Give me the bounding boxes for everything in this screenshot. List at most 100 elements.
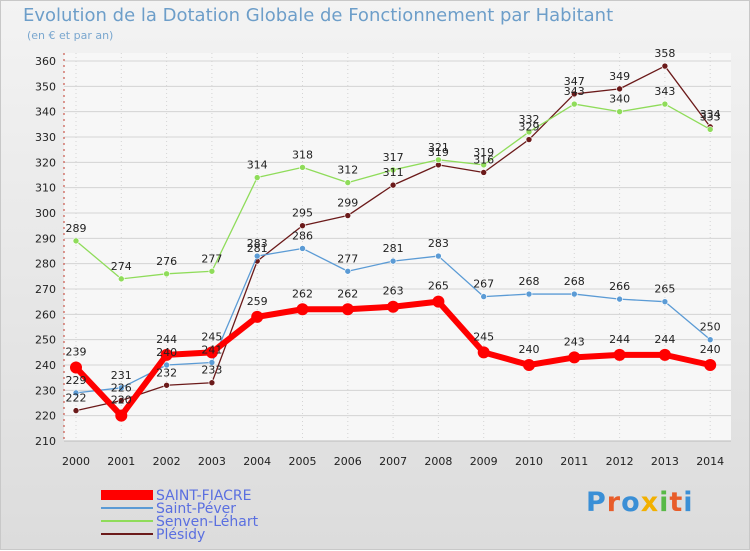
- data-label: 286: [292, 229, 313, 242]
- data-label: 226: [111, 381, 132, 394]
- data-point: [163, 381, 170, 389]
- y-tick-label: 290: [35, 232, 56, 245]
- data-point: [118, 384, 125, 392]
- data-point: [704, 359, 717, 371]
- data-label: 232: [156, 366, 177, 379]
- y-tick-label: 320: [35, 156, 56, 169]
- data-point: [344, 267, 352, 275]
- data-label: 243: [564, 335, 585, 348]
- data-point: [72, 389, 80, 397]
- y-tick-label: 310: [35, 182, 56, 195]
- data-point: [251, 310, 264, 323]
- data-label: 329: [519, 121, 540, 134]
- y-tick-label: 340: [35, 106, 56, 119]
- data-label: 276: [156, 255, 177, 268]
- data-label: 262: [292, 287, 313, 300]
- data-label: 220: [111, 394, 132, 407]
- data-point: [299, 164, 306, 171]
- data-label: 241: [201, 343, 222, 356]
- data-point: [570, 290, 578, 298]
- data-label: 347: [564, 75, 585, 88]
- x-tick-label: 2002: [153, 455, 181, 468]
- data-point: [208, 359, 216, 366]
- logo-letter: o: [621, 487, 641, 518]
- data-label: 311: [383, 166, 404, 179]
- data-label: 240: [700, 343, 721, 356]
- data-point: [661, 62, 669, 70]
- data-point: [115, 409, 128, 422]
- data-label: 229: [66, 374, 87, 387]
- data-point: [661, 100, 669, 108]
- data-label: 289: [66, 222, 87, 235]
- data-point: [525, 128, 533, 136]
- data-point: [616, 85, 623, 93]
- legend-label: Plésidy: [156, 527, 205, 543]
- x-tick-label: 2011: [560, 455, 588, 468]
- data-point: [118, 275, 125, 283]
- data-point: [299, 222, 306, 229]
- data-label: 358: [654, 47, 675, 60]
- data-point: [205, 346, 218, 359]
- x-tick-label: 2014: [696, 455, 724, 468]
- x-tick-label: 2004: [243, 455, 271, 468]
- data-label: 244: [609, 333, 630, 346]
- y-tick-label: 250: [35, 334, 56, 347]
- data-label: 343: [564, 85, 585, 98]
- data-label: 318: [292, 148, 313, 161]
- data-point: [344, 179, 352, 186]
- data-label: 317: [383, 151, 404, 164]
- data-label: 334: [700, 108, 721, 121]
- data-label: 262: [337, 287, 358, 300]
- data-point: [706, 336, 714, 343]
- data-label: 231: [111, 369, 132, 382]
- x-tick-label: 2013: [651, 455, 679, 468]
- data-label: 244: [156, 333, 177, 346]
- y-tick-label: 330: [35, 131, 56, 144]
- x-tick-label: 2008: [424, 455, 452, 468]
- chart-subtitle: (en € et par an): [27, 29, 114, 42]
- data-point: [706, 126, 714, 133]
- logo-letter: i: [683, 487, 694, 518]
- data-label: 250: [700, 321, 721, 334]
- data-point: [480, 161, 488, 169]
- data-label: 333: [700, 110, 721, 123]
- x-tick-label: 2003: [198, 455, 226, 468]
- data-point: [523, 359, 535, 371]
- data-point: [296, 303, 309, 316]
- x-tick-label: 2010: [515, 455, 543, 468]
- data-point: [341, 303, 354, 316]
- data-point: [163, 361, 170, 369]
- data-label: 299: [337, 197, 358, 210]
- data-point: [163, 270, 170, 278]
- data-label: 319: [473, 146, 494, 159]
- data-point: [208, 379, 216, 387]
- data-point: [70, 361, 82, 374]
- data-label: 349: [609, 70, 630, 83]
- data-label: 245: [201, 330, 222, 343]
- data-label: 268: [564, 275, 585, 288]
- data-label: 277: [337, 252, 358, 265]
- data-point: [389, 166, 397, 174]
- data-label: 240: [156, 346, 177, 359]
- y-tick-label: 220: [35, 410, 56, 423]
- data-point: [160, 348, 173, 361]
- data-point: [525, 290, 533, 298]
- legend-label: SAINT-FIACRE: [156, 488, 252, 504]
- data-label: 312: [337, 164, 358, 177]
- logo-letter: P: [586, 487, 607, 518]
- legend-label: Saint-Péver: [156, 501, 236, 517]
- data-point: [480, 293, 488, 300]
- data-point: [253, 174, 261, 181]
- data-label: 268: [519, 275, 540, 288]
- data-point: [570, 100, 578, 108]
- data-point: [613, 348, 626, 361]
- data-point: [299, 245, 306, 252]
- x-tick-label: 2009: [470, 455, 498, 468]
- data-label: 283: [247, 237, 268, 250]
- data-point: [389, 257, 397, 265]
- data-label: 281: [383, 242, 404, 255]
- data-label: 332: [519, 113, 540, 126]
- data-label: 263: [383, 285, 404, 298]
- data-label: 265: [654, 283, 675, 296]
